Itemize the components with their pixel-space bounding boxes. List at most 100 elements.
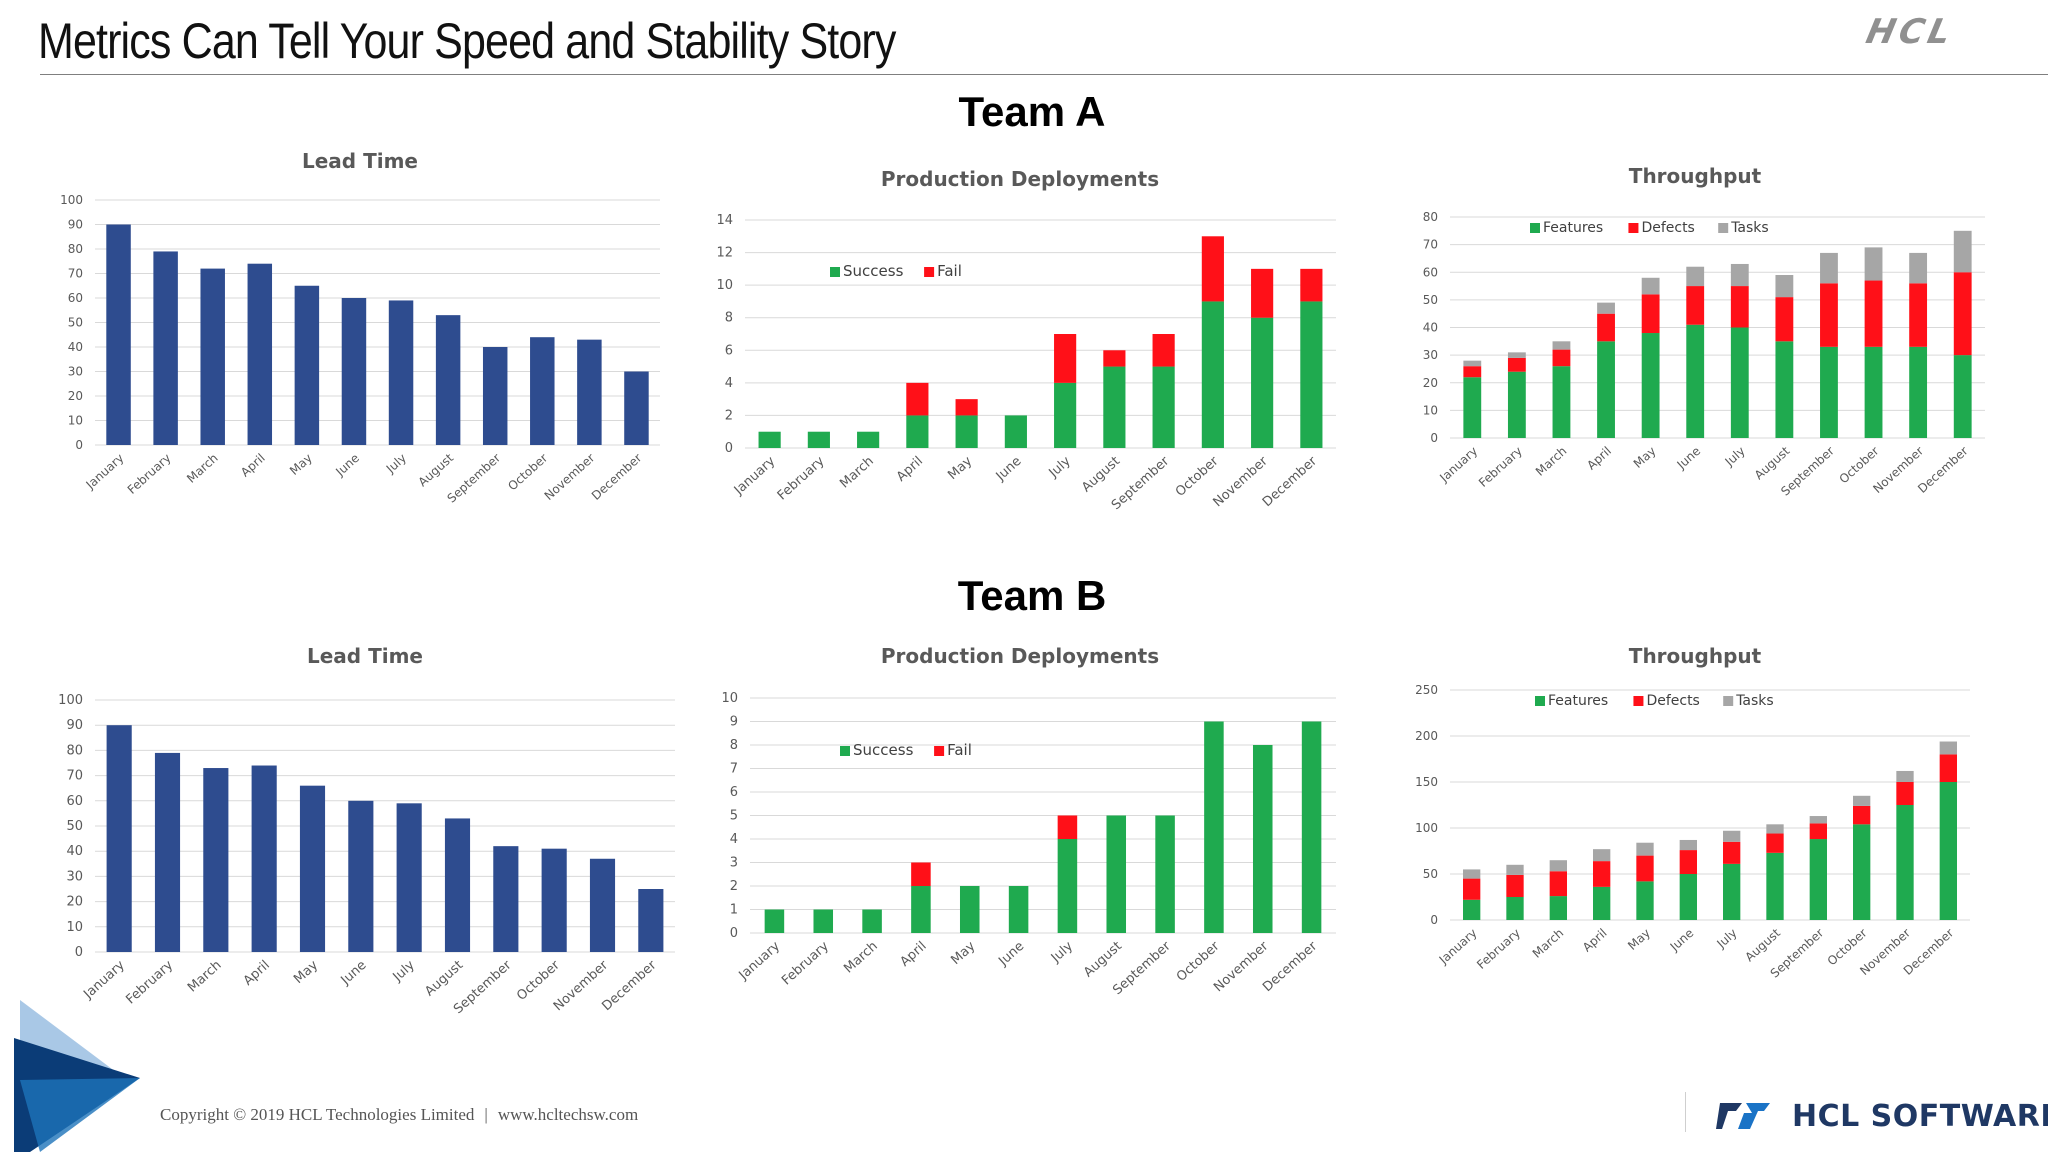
chart-title: Lead Time bbox=[307, 644, 423, 668]
bar-features bbox=[1864, 346, 1883, 438]
y-tick-label: 50 bbox=[66, 819, 83, 834]
bar-success bbox=[911, 886, 931, 933]
y-tick-label: 0 bbox=[75, 945, 83, 960]
bar-success bbox=[807, 431, 830, 448]
bar-defects bbox=[1809, 823, 1827, 840]
bar-success bbox=[764, 909, 785, 933]
bar bbox=[577, 339, 602, 445]
bar-defects bbox=[1641, 294, 1660, 334]
bar-features bbox=[1463, 899, 1481, 920]
bar-defects bbox=[1463, 366, 1482, 378]
x-tick-label: October bbox=[514, 957, 563, 1003]
y-tick-label: 12 bbox=[716, 246, 733, 261]
y-tick-label: 2 bbox=[725, 408, 733, 423]
bar-features bbox=[1636, 881, 1654, 920]
bar-tasks bbox=[1552, 341, 1571, 350]
bar-defects bbox=[1730, 286, 1749, 328]
x-tick-label: July bbox=[383, 451, 409, 477]
bar-tasks bbox=[1723, 830, 1741, 842]
bar-defects bbox=[1593, 861, 1611, 887]
title-divider bbox=[40, 74, 2048, 75]
y-tick-label: 90 bbox=[68, 218, 83, 232]
chart-svg: Lead Time 0 10 20 30 40 50 60 70 80 90 100 JanuaryFe… bbox=[60, 149, 660, 506]
y-tick-label: 0 bbox=[1430, 431, 1438, 445]
y-tick-label: 30 bbox=[1423, 348, 1438, 362]
bar bbox=[541, 848, 567, 952]
bar-fail bbox=[955, 399, 978, 416]
x-tick-label: June bbox=[1674, 444, 1704, 473]
y-tick-label: 8 bbox=[730, 738, 738, 753]
legend-swatch bbox=[1718, 223, 1729, 233]
bar-success bbox=[959, 886, 980, 933]
bar-success bbox=[1152, 366, 1175, 448]
y-tick-label: 14 bbox=[716, 213, 733, 228]
legend-swatch bbox=[830, 267, 840, 277]
bar-tasks bbox=[1463, 360, 1482, 367]
bar-success bbox=[1155, 815, 1175, 933]
legend-label: Success bbox=[843, 262, 904, 280]
chart-svg: Throughput050100150200250JanuaryFebruary… bbox=[1415, 644, 1970, 981]
y-tick-label: 100 bbox=[58, 693, 83, 708]
bar-defects bbox=[1506, 874, 1524, 897]
y-tick-label: 4 bbox=[730, 832, 738, 847]
y-tick-label: 90 bbox=[66, 718, 83, 733]
y-tick-label: 0 bbox=[75, 438, 83, 452]
bar-success bbox=[1008, 886, 1029, 933]
x-tick-label: February bbox=[1474, 926, 1523, 972]
y-tick-label: 10 bbox=[68, 414, 83, 428]
chart-svg: Throughput 0 10 20 30 40 50 60 70 80 JanuaryFebrua… bbox=[1423, 164, 1985, 499]
bar bbox=[589, 858, 616, 952]
bar-success bbox=[1201, 301, 1224, 448]
website-link[interactable]: www.hcltechsw.com bbox=[497, 1105, 639, 1124]
bar bbox=[106, 725, 132, 952]
y-tick-label: 8 bbox=[725, 311, 733, 326]
x-tick-label: April bbox=[894, 454, 926, 485]
bar bbox=[435, 315, 461, 445]
bar-defects bbox=[1549, 871, 1567, 897]
bar-defects bbox=[1775, 297, 1794, 342]
bar-success bbox=[758, 431, 781, 448]
x-tick-label: October bbox=[505, 451, 550, 494]
bar-success bbox=[857, 431, 880, 448]
footer-separator: | bbox=[484, 1105, 488, 1124]
y-tick-label: 20 bbox=[1423, 376, 1438, 390]
bar-features bbox=[1506, 897, 1524, 920]
bar-fail bbox=[906, 382, 929, 416]
bar-tasks bbox=[1939, 741, 1957, 755]
bar-fail bbox=[1057, 815, 1078, 839]
legend-label: Fail bbox=[937, 262, 962, 280]
x-tick-label: July bbox=[1046, 454, 1074, 482]
bar-fail bbox=[1103, 350, 1126, 367]
y-tick-label: 10 bbox=[1423, 403, 1438, 417]
bar-defects bbox=[1552, 349, 1571, 367]
chart-title: Throughput bbox=[1629, 644, 1762, 668]
y-tick-label: 50 bbox=[68, 316, 83, 330]
x-tick-label: August bbox=[1079, 454, 1123, 496]
slide-title: Metrics Can Tell Your Speed and Stabilit… bbox=[38, 13, 896, 69]
bar bbox=[251, 765, 277, 952]
x-tick-label: July bbox=[390, 958, 418, 986]
bar-features bbox=[1686, 324, 1705, 438]
x-tick-label: March bbox=[1533, 444, 1570, 479]
y-tick-label: 40 bbox=[66, 844, 83, 859]
team-b-production-deployments-chart: Production Deployments 0 1 2 3 4 5 6 7 8 9 10 Januar… bbox=[690, 644, 1350, 1045]
team-b-throughput-chart: Throughput 0 50 100 150 200 250 January February… bbox=[1395, 644, 1995, 1045]
y-tick-label: 70 bbox=[68, 267, 83, 281]
x-tick-label: March bbox=[185, 958, 224, 996]
x-tick-label: April bbox=[1580, 926, 1610, 955]
bar-tasks bbox=[1820, 252, 1838, 284]
bar-features bbox=[1507, 371, 1526, 438]
legend-label: Fail bbox=[947, 741, 972, 759]
y-tick-label: 60 bbox=[66, 794, 83, 809]
legend-label: Features bbox=[1548, 693, 1608, 709]
bar-fail bbox=[1054, 334, 1077, 383]
bar-features bbox=[1853, 824, 1871, 920]
team-a-heading: Team A bbox=[958, 88, 1106, 135]
bar-success bbox=[1301, 721, 1322, 933]
x-tick-label: June bbox=[1667, 926, 1697, 955]
legend-swatch bbox=[1628, 223, 1639, 233]
bar-success bbox=[1004, 415, 1027, 448]
team-b-lead-time-chart: Lead Time 0 10 20 30 40 50 60 70 80 90 100 January Fe… bbox=[40, 644, 690, 1065]
brand-divider bbox=[1685, 1092, 1686, 1132]
bar-success bbox=[1103, 366, 1126, 448]
